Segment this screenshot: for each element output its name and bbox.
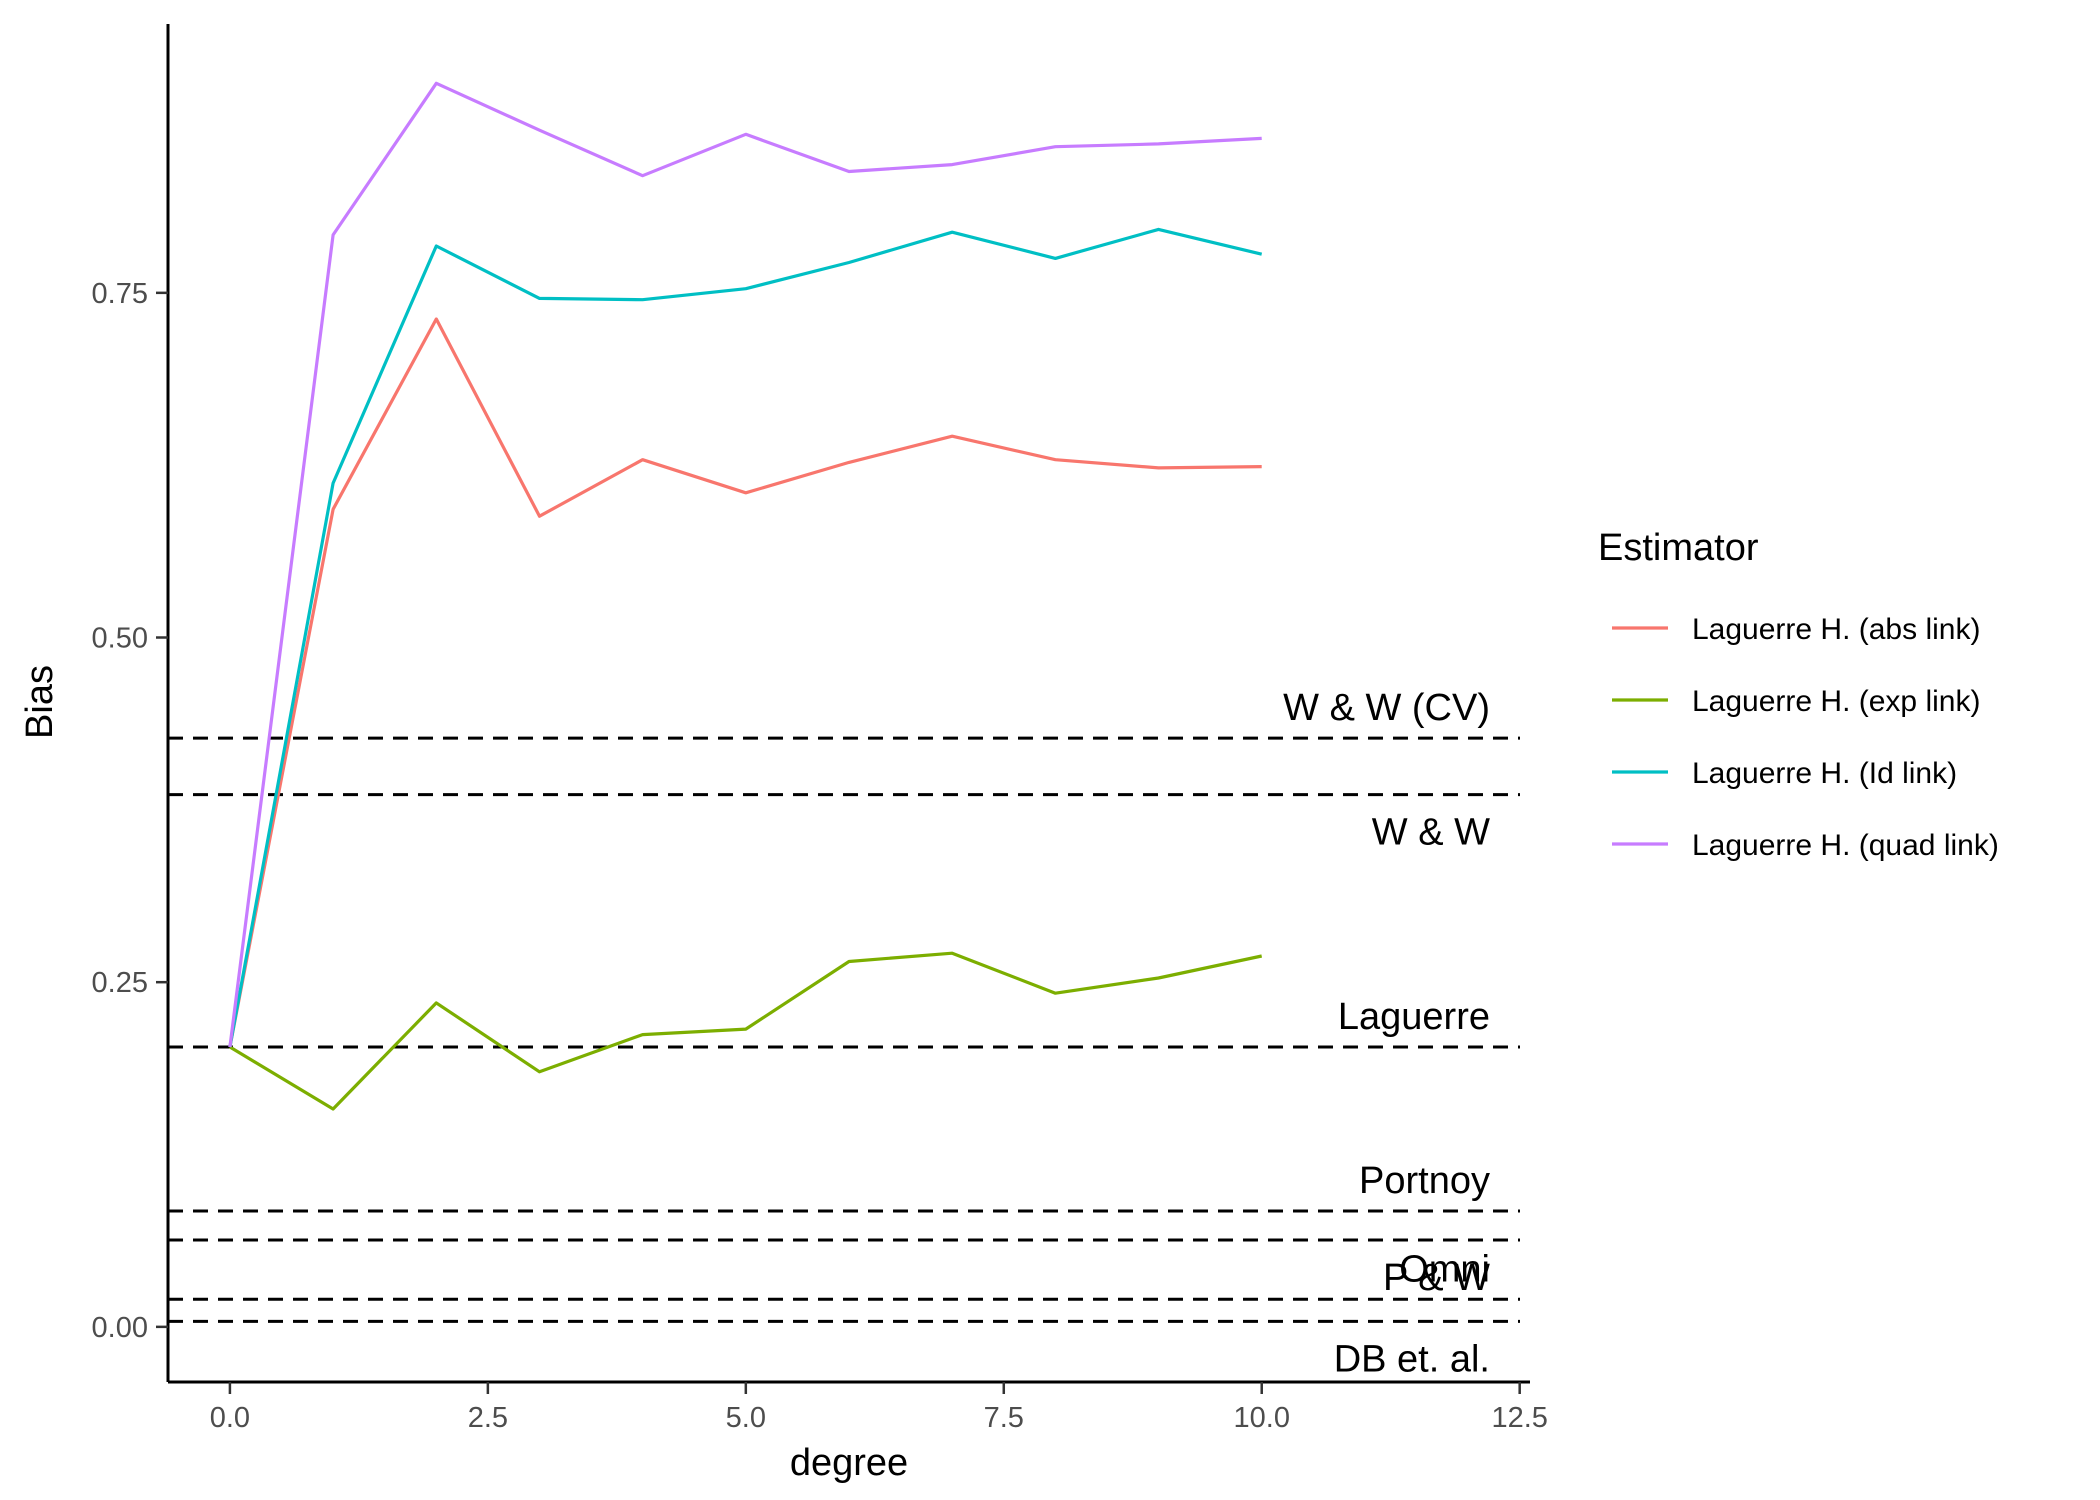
y-tick-label: 0.50 [92, 623, 148, 655]
reference-line-label: W & W (CV) [1283, 687, 1490, 729]
legend-item-label: Laguerre H. (abs link) [1692, 613, 1980, 646]
y-tick-label: 0.00 [92, 1312, 148, 1344]
reference-line-label: W & W [1372, 812, 1490, 854]
x-tick-label: 5.0 [726, 1402, 766, 1434]
y-tick-label: 0.75 [92, 278, 148, 310]
legend-item-label: Laguerre H. (Id link) [1692, 757, 1957, 790]
x-tick-label: 0.0 [210, 1402, 250, 1434]
x-tick-label: 12.5 [1491, 1402, 1547, 1434]
x-ticks: 0.0 2.5 5.0 7.5 10.0 12.5 [210, 1382, 1548, 1434]
reference-line-label: P & W [1383, 1257, 1490, 1299]
series-lines [228, 81, 1263, 1111]
y-ticks: 0.00 0.25 0.50 0.75 [92, 278, 168, 1344]
y-axis-title: Bias [19, 665, 61, 739]
legend-title: Estimator [1598, 527, 1759, 569]
axes [166, 24, 1530, 1384]
reference-line-label: Portnoy [1359, 1160, 1490, 1202]
y-tick-label: 0.25 [92, 967, 148, 999]
series-line [228, 227, 1263, 1048]
legend-items: Laguerre H. (abs link) Laguerre H. (exp l… [1612, 613, 1999, 862]
series-line [228, 317, 1262, 1048]
reference-line-label: Omni [1399, 1248, 1490, 1290]
x-axis-title: degree [790, 1442, 908, 1484]
legend-item-label: Laguerre H. (exp link) [1692, 685, 1980, 718]
x-tick-label: 2.5 [468, 1402, 508, 1434]
reference-line-label: Laguerre [1338, 996, 1490, 1038]
legend: Estimator Laguerre H. (abs link)Laguerre… [1598, 527, 1999, 862]
x-tick-label: 10.0 [1234, 1402, 1290, 1434]
series-line [228, 81, 1262, 1048]
x-tick-label: 7.5 [984, 1402, 1024, 1434]
reference-line-label: DB et. al. [1334, 1338, 1490, 1380]
series-line [229, 951, 1263, 1111]
legend-item-label: Laguerre H. (quad link) [1692, 829, 1999, 862]
